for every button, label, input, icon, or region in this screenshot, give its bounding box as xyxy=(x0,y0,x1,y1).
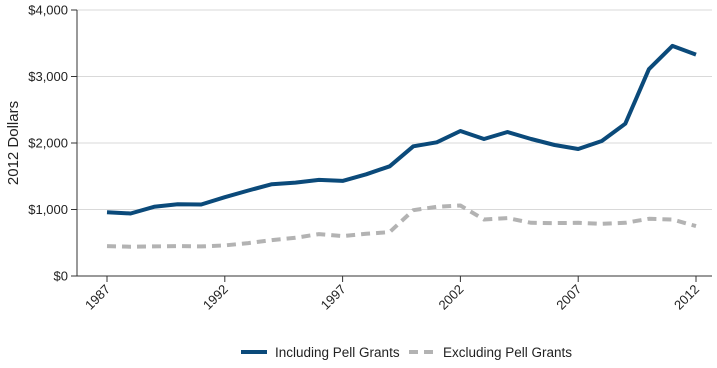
x-tick-label: 2002 xyxy=(435,282,466,313)
y-tick-label: $3,000 xyxy=(28,69,68,84)
y-tick-label: $1,000 xyxy=(28,202,68,217)
y-tick-label: $4,000 xyxy=(28,3,68,18)
x-tick-label: 2012 xyxy=(671,282,702,313)
legend-label: Excluding Pell Grants xyxy=(443,345,572,360)
y-tick-label: $2,000 xyxy=(28,136,68,151)
series-line-including-pell xyxy=(106,43,697,216)
x-tick-label: 1997 xyxy=(318,282,349,313)
legend: Including Pell Grants Excluding Pell Gran… xyxy=(241,345,572,360)
series-line-excluding-pell xyxy=(106,203,697,249)
x-tick-label: 2007 xyxy=(553,282,584,313)
y-axis-title: 2012 Dollars xyxy=(5,101,22,185)
legend-label: Including Pell Grants xyxy=(275,345,400,360)
gridlines xyxy=(77,9,712,210)
plot-series xyxy=(106,43,697,249)
x-tick-label: 1987 xyxy=(82,282,113,313)
y-tick-label: $0 xyxy=(54,269,68,284)
x-axis: 1987 1992 1997 2002 2007 2012 xyxy=(77,275,712,313)
x-tick-label: 1992 xyxy=(200,282,231,313)
y-axis: $0 $1,000 $2,000 $3,000 $4,000 xyxy=(28,3,78,284)
